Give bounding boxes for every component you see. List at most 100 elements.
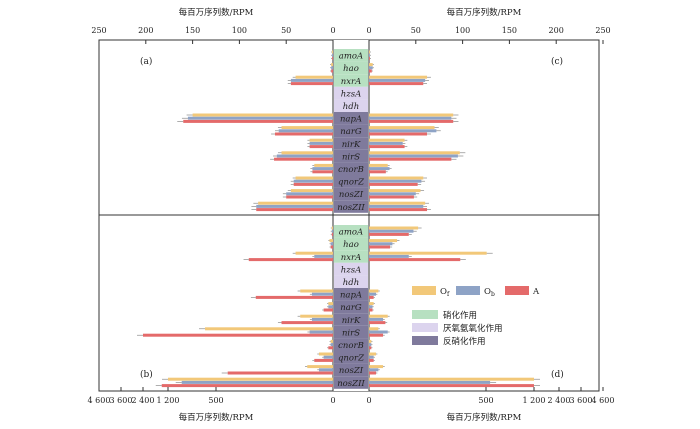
bar-panel_b-amoA-A (331, 232, 333, 236)
gene-label-qnorZ-bottom: qnorZ (338, 354, 365, 364)
bar-panel_b-nxrA-Ob (314, 254, 333, 258)
bar-panel_c-qnorZ-Ob (369, 179, 422, 183)
top-left-axis-title: 每百万序列数/RPM (179, 7, 254, 18)
bar-panel_c-nirS-A (369, 157, 452, 161)
bar-panel_d-nirS-Of (369, 327, 379, 331)
bar-panel_a-nirS-A (274, 157, 333, 161)
bar-panel_d-nxrA-Ob (369, 254, 409, 258)
tick-label: 2 400 (548, 396, 571, 405)
bar-panel_b-cnorB-Of (330, 339, 333, 343)
tick-label: 3 600 (570, 396, 593, 405)
bar-panel_d-nirS-A (369, 333, 384, 337)
tick-label: 0 (366, 396, 371, 405)
bar-panel_b-narG-Of (328, 302, 333, 306)
bar-panel_c-napA-A (369, 119, 454, 123)
tick-label: 3 600 (110, 396, 133, 405)
bar-panel_d-napA-A (369, 295, 374, 299)
bar-panel_c-nosZII-Ob (369, 204, 424, 208)
bar-panel_a-nosZI-Of (290, 189, 333, 193)
gene-label-nosZII-bottom: nosZII (337, 379, 365, 389)
gene-label-hzsA-top: hzsA (341, 89, 361, 99)
tick-label: 200 (138, 26, 153, 35)
legend-label-a: A (532, 287, 540, 297)
bar-panel_d-nosZII-A (369, 384, 534, 388)
bar-panel_d-napA-Ob (369, 292, 377, 296)
gene-band-hao-bottom (334, 237, 368, 251)
bar-panel_d-nosZII-Ob (369, 380, 491, 384)
bar-panel_a-narG-Ob (278, 129, 333, 133)
bar-panel_d-napA-Of (369, 289, 379, 293)
legend-label-denitrification: 反硝化作用 (443, 336, 486, 347)
bar-panel_a-qnorZ-A (293, 182, 333, 186)
bar-panel_b-hao-A (330, 245, 333, 249)
gene-band-amoA-top (334, 49, 368, 62)
bar-panel_d-hao-A (369, 245, 391, 249)
bar-panel_b-napA-Ob (311, 292, 333, 296)
bar-panel_b-nosZII-Of (168, 377, 333, 381)
gene-band-qnorZ-top (334, 175, 368, 188)
gene-band-hao-top (334, 61, 368, 75)
bar-panel_d-qnorZ-Of (369, 352, 377, 356)
bar-panel_c-hao-A (369, 69, 372, 73)
gene-band-amoA-bottom (334, 225, 368, 238)
legend-label-of: Of (440, 287, 450, 298)
bar-panel_c-nirS-Of (369, 151, 460, 155)
bar-panel_d-nirK-Of (369, 314, 388, 318)
bar-panel_a-nosZII-A (256, 208, 333, 212)
bar-panel_c-napA-Ob (369, 116, 452, 120)
gene-band-nirS-bottom (334, 325, 368, 339)
legend-swatch-of (412, 286, 436, 295)
gene-label-napA-top: napA (340, 115, 362, 125)
bar-panel_b-qnorZ-Of (318, 352, 333, 356)
bar-panel_a-nirK-Ob (309, 141, 333, 145)
tick-label: 50 (411, 26, 421, 35)
legend-label-anammox: 厌氧氨氧化作用 (443, 323, 503, 334)
gene-label-cnorB-bottom: cnorB (338, 341, 364, 351)
bar-panel_c-nxrA-Of (369, 75, 428, 79)
bar-panel_d-amoA-Ob (369, 229, 414, 233)
legend: Of Ob A 硝化作用 厌氧氨氧化作用 反硝化作用 (412, 286, 540, 347)
bar-panel_a-nosZI-Ob (286, 192, 333, 196)
tick-label: 250 (595, 26, 610, 35)
bar-panel_a-napA-A (183, 119, 333, 123)
bar-panel_c-qnorZ-Of (369, 176, 424, 180)
gene-label-narG-top: narG (340, 127, 362, 137)
legend-swatch-ob (456, 286, 480, 295)
gene-label-hao-top: hao (343, 64, 359, 74)
bar-panel_a-nxrA-Ob (290, 78, 333, 82)
bar-panel_c-cnorB-A (369, 170, 386, 174)
bar-panel_c-amoA-Ob (369, 53, 370, 57)
tick-label: 100 (232, 26, 247, 35)
bar-panel_a-nxrA-A (290, 82, 333, 86)
bar-panel_b-nxrA-Of (295, 251, 333, 255)
gene-band-napA-top (334, 112, 368, 125)
bar-panel_a-qnorZ-Ob (293, 179, 333, 183)
bar-panel_c-nirK-A (369, 145, 405, 149)
bar-panel_b-amoA-Ob (331, 229, 333, 233)
gene-label-napA-bottom: napA (340, 291, 362, 301)
tick-label: 0 (330, 26, 335, 35)
bar-panel_c-nirK-Ob (369, 141, 403, 145)
bar-panel_d-nosZI-Of (369, 365, 384, 369)
bar-panel_c-nirK-Of (369, 138, 405, 142)
gene-label-narG-bottom: narG (340, 303, 362, 313)
bar-panel_c-nosZII-A (369, 208, 428, 212)
bar-panel_d-amoA-A (369, 232, 409, 236)
bar-panel_d-nirK-Ob (369, 317, 384, 321)
bar-panel_b-qnorZ-Ob (323, 355, 333, 359)
bar-panel_a-hao-A (331, 69, 333, 73)
bar-panel_d-qnorZ-A (369, 358, 374, 362)
gene-band-hzsA-bottom (334, 262, 368, 276)
bar-panel_b-cnorB-Ob (330, 343, 333, 347)
top-right-axis-title: 每百万序列数/RPM (447, 7, 522, 18)
bar-panel_c-nosZII-Of (369, 201, 426, 205)
gene-label-nxrA-top: nxrA (341, 77, 361, 87)
bar-panel_d-narG-Of (369, 302, 374, 306)
bar-panel_c-narG-A (369, 132, 428, 136)
bar-panel_a-cnorB-Ob (312, 167, 333, 171)
bar-panel_a-cnorB-Of (314, 163, 333, 167)
bar-panel_a-cnorB-A (312, 170, 333, 174)
gene-label-nosZI-bottom: nosZI (339, 366, 364, 376)
tick-label: 1 200 (523, 396, 546, 405)
